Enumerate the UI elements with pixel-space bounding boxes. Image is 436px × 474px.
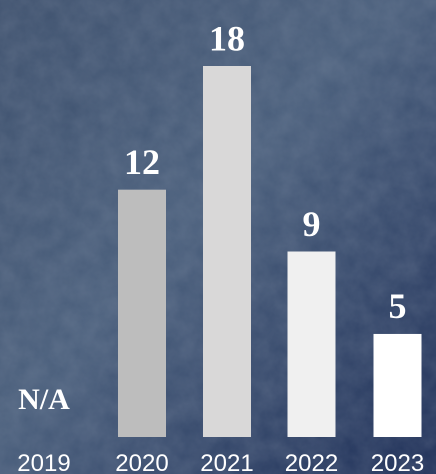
x-tick-label: 2019 <box>17 450 70 474</box>
bar <box>287 251 336 437</box>
bar <box>118 189 166 437</box>
value-label: 18 <box>209 18 245 58</box>
x-tick-label: 2020 <box>115 450 168 474</box>
x-tick-label: 2022 <box>285 450 338 474</box>
x-tick-label: 2023 <box>371 450 424 474</box>
value-label: 9 <box>303 204 321 244</box>
value-label: 5 <box>389 286 407 326</box>
value-label: 12 <box>124 142 160 182</box>
x-tick-label: 2021 <box>200 450 253 474</box>
value-label: N/A <box>18 383 70 416</box>
bar <box>373 333 422 437</box>
bar <box>203 66 251 437</box>
